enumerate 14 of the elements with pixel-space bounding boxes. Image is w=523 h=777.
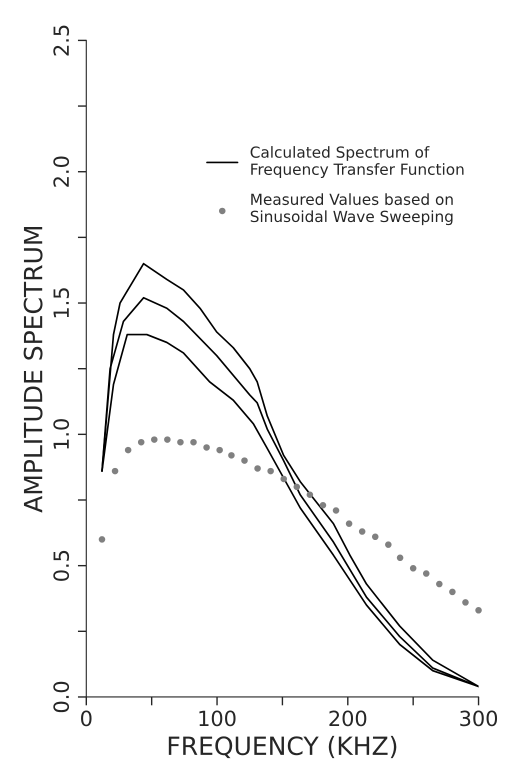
y-tick-label: 1.5	[54, 288, 70, 318]
legend-label: Measured Values based on Sinusoidal Wave Sweeping	[250, 193, 453, 226]
legend-label: Calculated Spectrum of Frequency Transfer Function	[250, 146, 464, 178]
y-axis-title: AMPLITUDE SPECTRUM	[24, 226, 43, 513]
y-tick-label: 0.0	[53, 682, 70, 712]
y-tick-label: 0.5	[53, 550, 70, 581]
x-tick-label: 200	[329, 710, 366, 726]
y-tick-label: 2.5	[53, 26, 70, 56]
x-tick-label: 100	[199, 710, 236, 726]
y-tick-label: 1.0	[53, 419, 70, 449]
x-tick-label: 300	[460, 710, 498, 726]
x-tick-label: 0	[81, 710, 92, 726]
x-axis-title: FREQUENCY (KHZ)	[168, 736, 396, 758]
y-tick-label: 2.0	[53, 156, 70, 187]
